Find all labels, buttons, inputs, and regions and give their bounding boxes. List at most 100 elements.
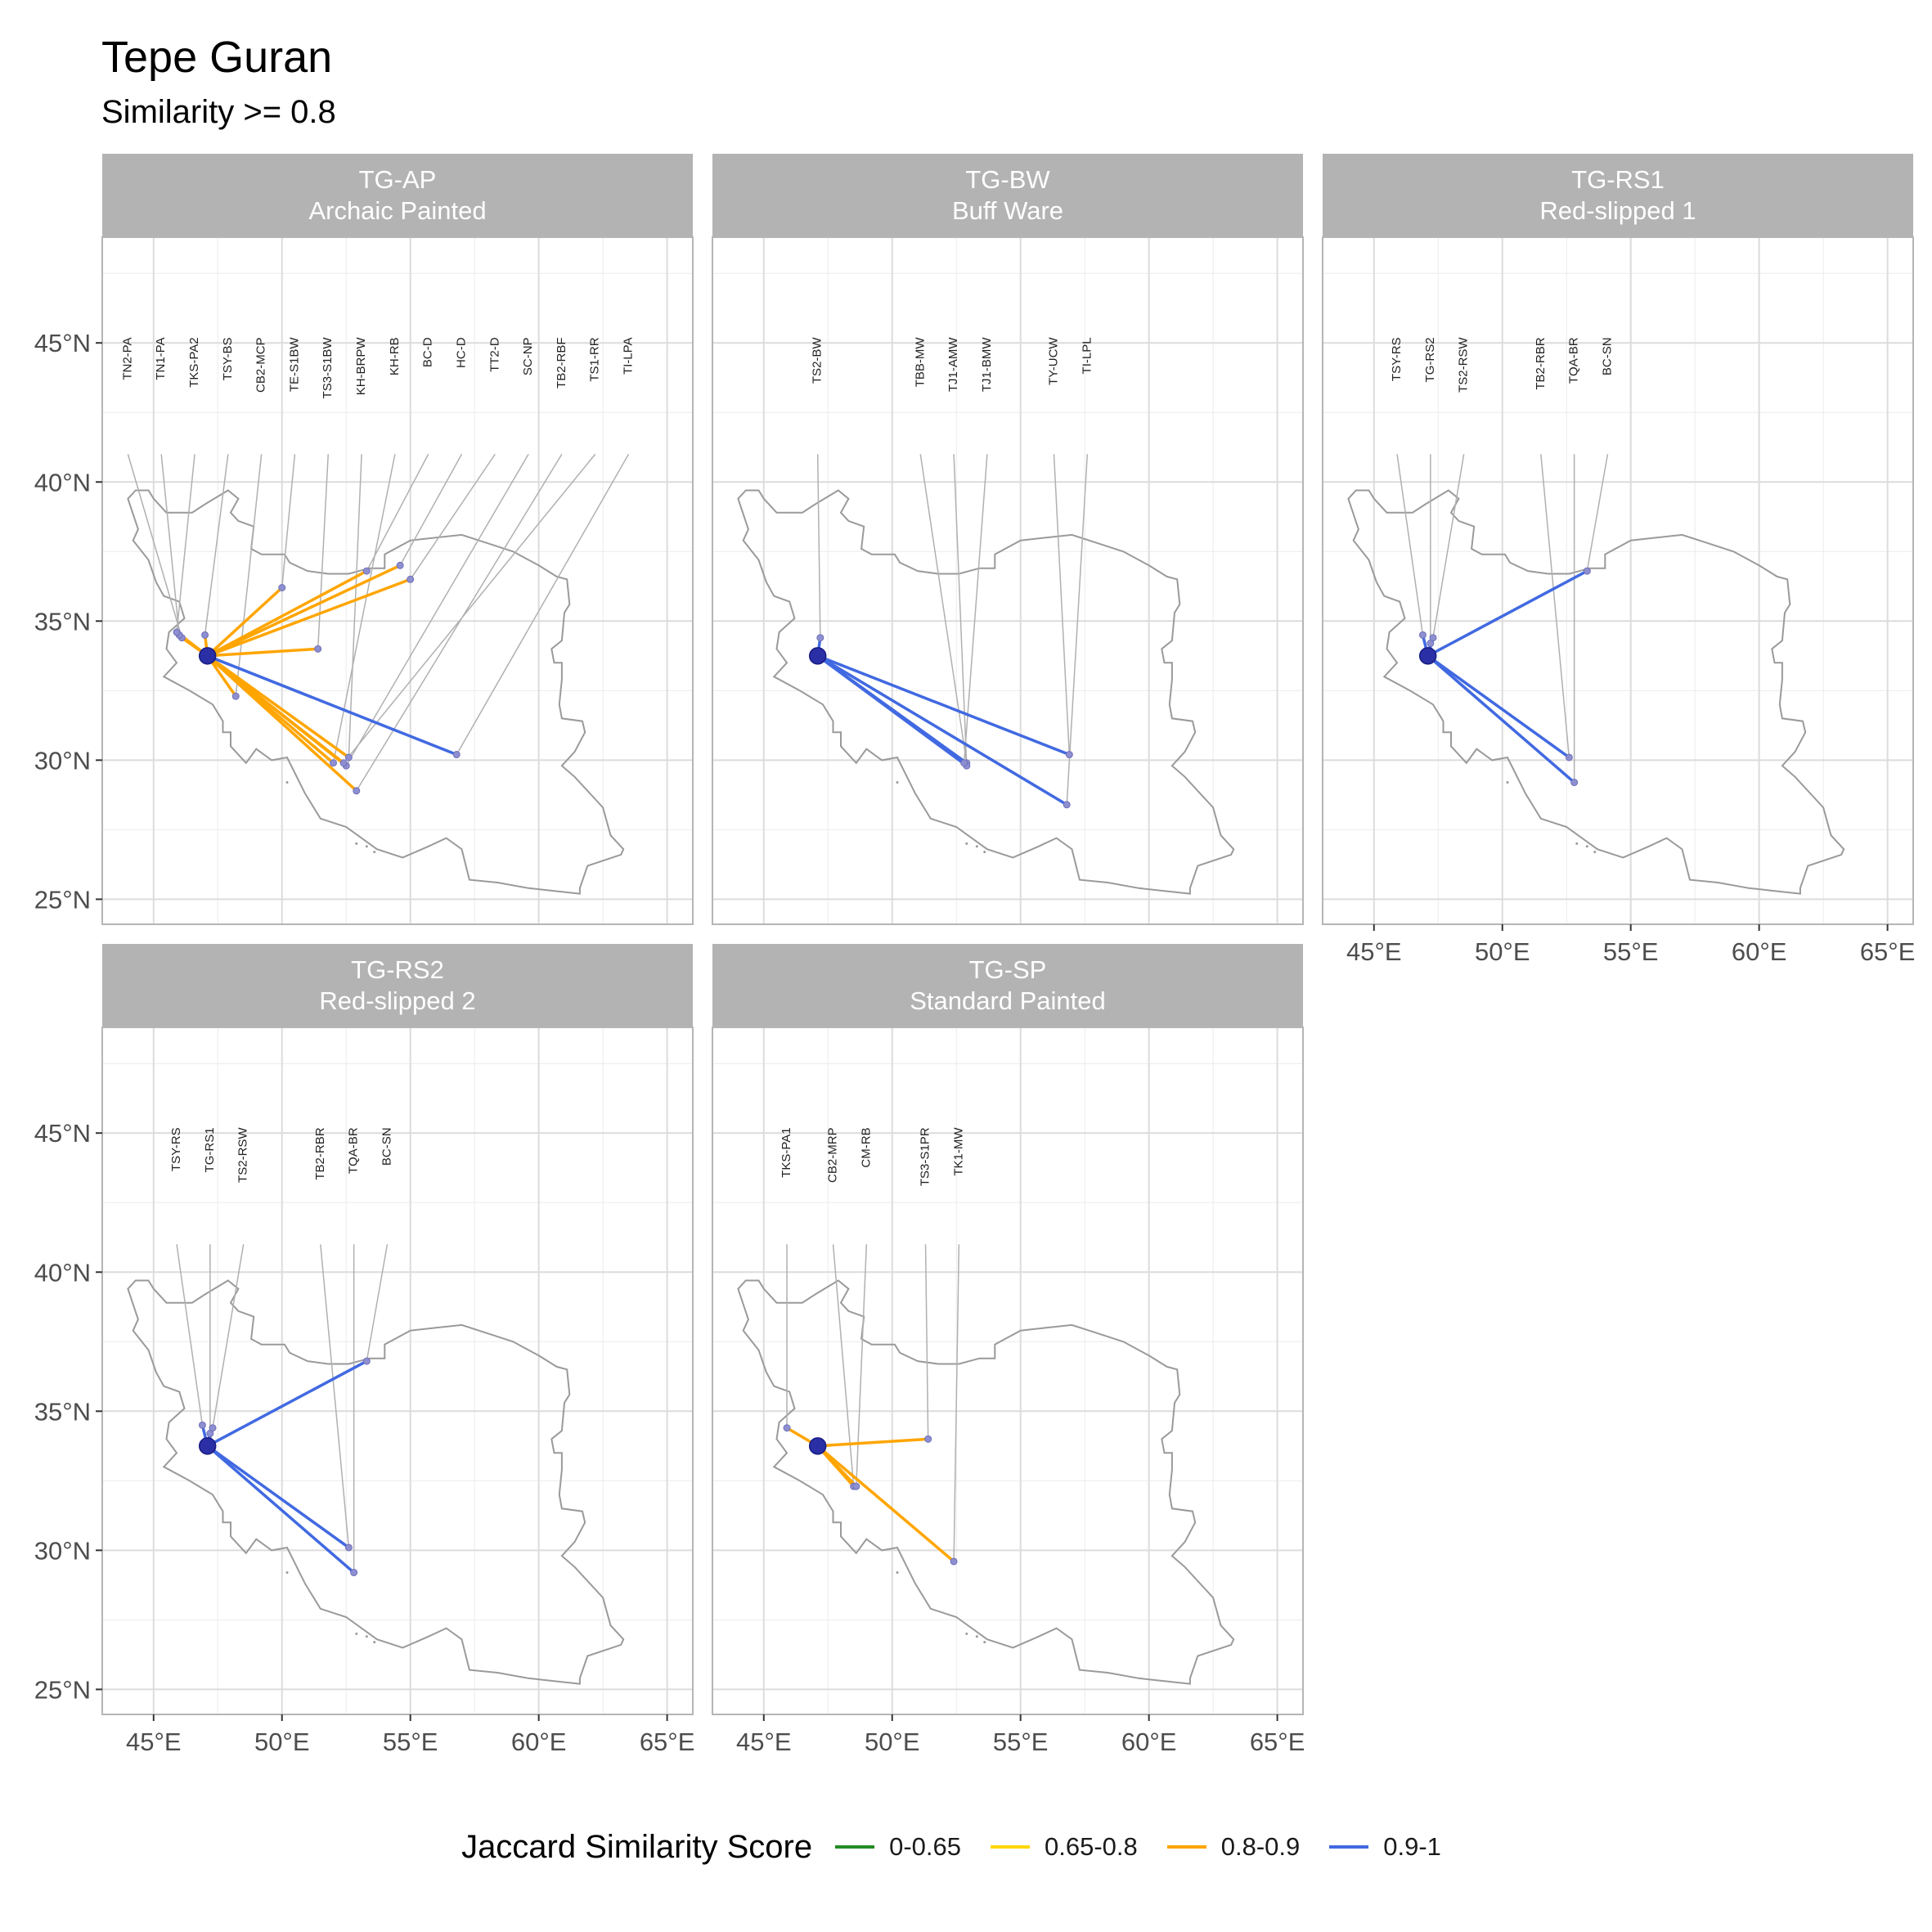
site-label: TK1-MW [951, 1127, 965, 1176]
x-tick-label: 55°E [1603, 937, 1659, 966]
leader-line [127, 454, 183, 638]
site-point [452, 751, 461, 759]
chart-subtitle: Similarity >= 0.8 [101, 94, 336, 130]
facet-strip-subtitle: Standard Painted [910, 986, 1106, 1015]
leader-line [1586, 454, 1609, 572]
site-label: TE-S1BW [287, 337, 301, 393]
y-tick-label: 40°N [34, 468, 91, 496]
panel-border [712, 236, 1304, 925]
leader-line [832, 1244, 855, 1487]
site-point [339, 759, 348, 767]
x-tick-label: 55°E [993, 1728, 1049, 1756]
facet-strip-subtitle: Red-slipped 2 [319, 986, 475, 1015]
legend-key-0.9-1 [1329, 1845, 1369, 1849]
site-label: TY-UCW [1047, 337, 1061, 385]
legend-item-0-0.65: 0-0.65 [835, 1832, 961, 1862]
site-point [209, 1424, 217, 1432]
site-label: KH-RB [388, 337, 402, 375]
facet-strip [102, 154, 693, 237]
facet-strip [1323, 154, 1913, 237]
connection-line [206, 586, 283, 658]
site-point [407, 575, 415, 583]
leader-line [1432, 454, 1465, 638]
island-mark [1593, 851, 1597, 854]
site-label: TN1-PA [154, 337, 168, 380]
panel-background [712, 1027, 1303, 1714]
x-tick-label: 65°E [1250, 1728, 1305, 1756]
connection-line [816, 654, 1068, 806]
site-label: TKS-PA1 [780, 1127, 793, 1177]
connection-line [207, 654, 457, 757]
site-label: TB2-RBR [313, 1127, 327, 1179]
y-tick-label: 35°N [34, 607, 91, 636]
leader-line [345, 453, 529, 766]
leader-line [953, 1244, 960, 1561]
connection-line [817, 1437, 928, 1448]
y-tick-label: 35°N [34, 1397, 91, 1426]
site-point [852, 1482, 860, 1490]
leader-line [204, 454, 229, 636]
y-tick-label: 45°N [34, 329, 91, 357]
leader-line [317, 454, 329, 649]
facet-strip-id: TG-RS2 [351, 955, 444, 984]
connection-line [206, 654, 357, 793]
iran-outline [1347, 489, 1845, 895]
legend: Jaccard Similarity Score 0-0.65 0.65-0.8… [0, 1822, 1932, 1871]
y-tick-label: 30°N [34, 746, 91, 775]
facet-strip-subtitle: Buff Ware [952, 196, 1063, 225]
site-label: KH-BRPW [354, 337, 368, 396]
connection-line [206, 654, 345, 765]
connection-line [1427, 569, 1588, 658]
x-tick-label: 60°E [1121, 1728, 1177, 1756]
y-tick-label: 30°N [34, 1536, 91, 1565]
island-mark [1575, 842, 1579, 845]
x-tick-label: 45°E [126, 1728, 182, 1756]
leader-line [343, 453, 596, 764]
leader-line [212, 1244, 245, 1428]
origin-point [1418, 647, 1437, 665]
leader-line [235, 454, 263, 697]
iran-outline [737, 489, 1235, 895]
island-mark [975, 845, 978, 848]
panel-background [102, 237, 693, 924]
site-point [353, 787, 361, 795]
site-label: TQA-BR [1567, 337, 1581, 384]
y-tick-label: 40°N [34, 1258, 91, 1287]
island-mark [373, 851, 376, 854]
origin-point [198, 647, 217, 665]
x-tick-label: 60°E [511, 1728, 567, 1756]
facet-strip-id: TG-BW [965, 165, 1050, 194]
site-point [396, 561, 404, 569]
connection-line [816, 654, 965, 765]
island-mark [983, 851, 986, 854]
facet-strip-subtitle: Archaic Painted [308, 196, 486, 225]
leader-line [160, 454, 180, 636]
y-tick-label: 45°N [34, 1119, 91, 1148]
leader-line [410, 453, 496, 580]
leader-line [1396, 454, 1424, 636]
site-point [1065, 751, 1073, 759]
connection-line [206, 569, 368, 658]
facet-strip [102, 944, 693, 1027]
legend-item-0.65-0.8: 0.65-0.8 [990, 1832, 1138, 1862]
legend-key-0-0.65 [835, 1845, 875, 1849]
island-mark [896, 1571, 899, 1575]
x-tick-label: 50°E [865, 1728, 920, 1756]
site-label: TJ1-AMW [946, 337, 960, 393]
site-label: BC-D [421, 337, 435, 367]
leader-line [1053, 454, 1071, 755]
leader-line [456, 453, 630, 755]
facet-strip [712, 154, 1303, 237]
leader-line [332, 454, 396, 763]
site-label: TSY-RS [1390, 337, 1404, 381]
leader-line [356, 453, 563, 792]
connection-line [207, 577, 411, 658]
site-point [924, 1435, 932, 1443]
site-point [201, 631, 209, 639]
site-label: TG-RS2 [1423, 337, 1437, 382]
x-tick-label: 50°E [1475, 937, 1530, 966]
